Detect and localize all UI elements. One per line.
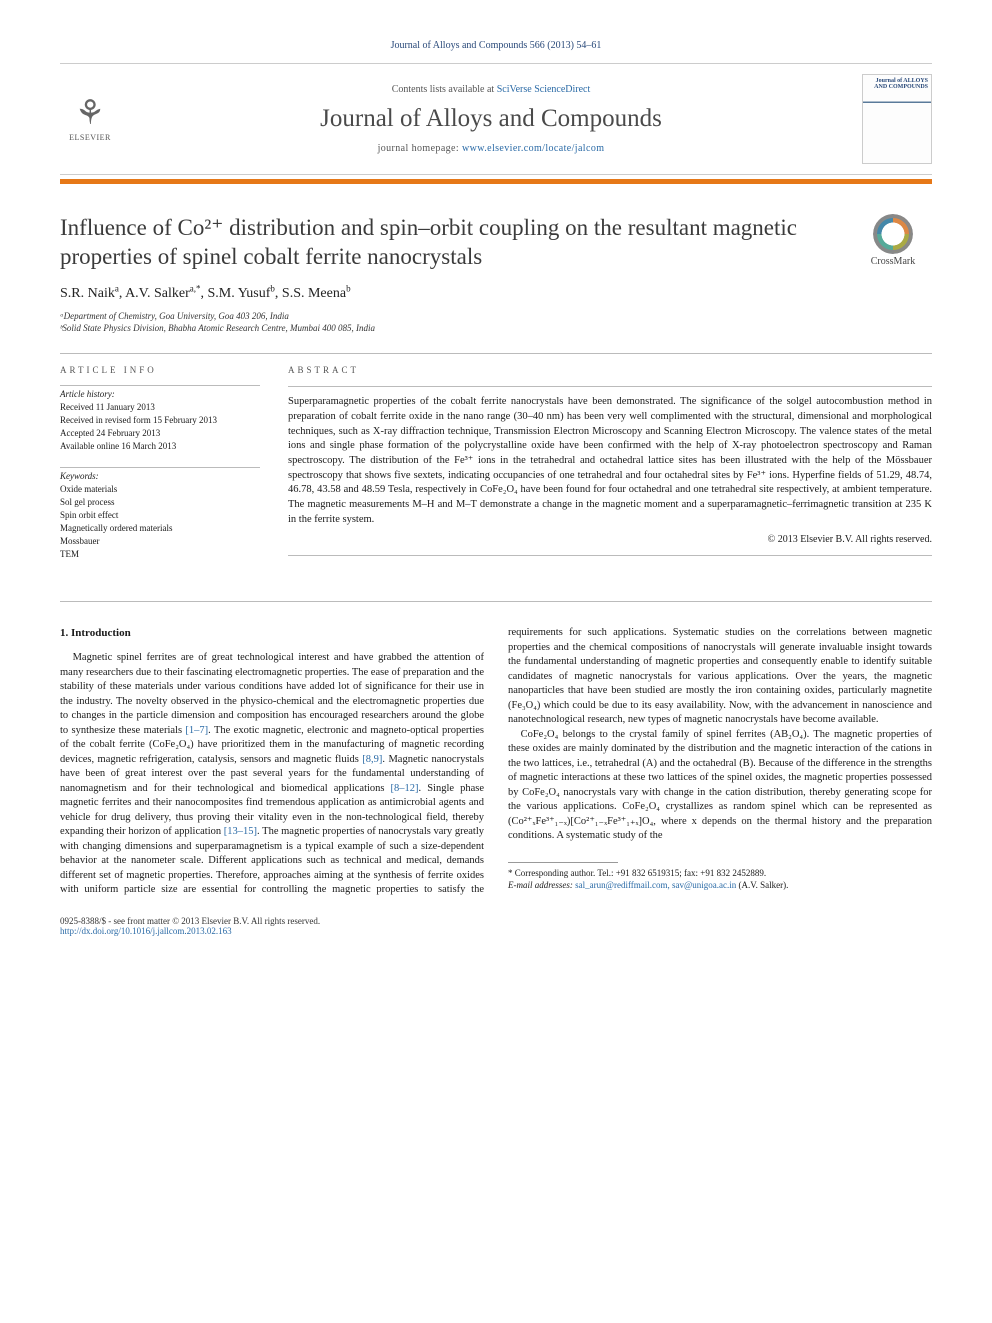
- footnotes: * Corresponding author. Tel.: +91 832 65…: [508, 867, 932, 891]
- keyword: Oxide materials: [60, 483, 260, 496]
- orange-divider: [60, 179, 932, 184]
- contents-line: Contents lists available at SciVerse Sci…: [134, 84, 848, 95]
- body-columns: 1. Introduction Magnetic spinel ferrites…: [60, 626, 932, 897]
- email-label: E-mail addresses:: [508, 880, 573, 890]
- abstract-header: abstract: [288, 364, 932, 377]
- journal-cover-thumb: Journal of ALLOYS AND COMPOUNDS: [862, 74, 932, 164]
- abstract-text: Superparamagnetic properties of the coba…: [288, 395, 932, 527]
- elsevier-tree-icon: ⚘: [75, 97, 105, 131]
- footer-front-matter: 0925-8388/$ - see front matter © 2013 El…: [60, 916, 932, 926]
- divider: [60, 385, 260, 386]
- keyword: TEM: [60, 548, 260, 561]
- keyword: Sol gel process: [60, 496, 260, 509]
- banner-center: Contents lists available at SciVerse Sci…: [134, 84, 848, 154]
- intro-p2: CoFe₂O₄ belongs to the crystal family of…: [508, 728, 932, 844]
- affiliation-a: ᵃDepartment of Chemistry, Goa University…: [60, 310, 932, 323]
- divider: [60, 353, 932, 354]
- crossmark-badge[interactable]: CrossMark: [854, 214, 932, 267]
- crossmark-icon: [873, 214, 913, 254]
- divider: [288, 555, 932, 556]
- cover-thumb-label: Journal of ALLOYS AND COMPOUNDS: [866, 78, 928, 90]
- divider: [60, 601, 932, 602]
- keyword: Mossbauer: [60, 535, 260, 548]
- history-revised: Received in revised form 15 February 201…: [60, 414, 260, 427]
- abstract-copyright: © 2013 Elsevier B.V. All rights reserved…: [288, 533, 932, 547]
- journal-name: Journal of Alloys and Compounds: [134, 105, 848, 133]
- homepage-prefix: journal homepage:: [378, 143, 462, 154]
- history-label: Article history:: [60, 388, 260, 401]
- email-tail: (A.V. Salker).: [736, 880, 788, 890]
- email-link[interactable]: sal_arun@rediffmail.com, sav@unigoa.ac.i…: [575, 880, 736, 890]
- history-online: Available online 16 March 2013: [60, 440, 260, 453]
- section-1-heading: 1. Introduction: [60, 626, 484, 641]
- divider: [288, 386, 932, 387]
- homepage-line: journal homepage: www.elsevier.com/locat…: [134, 143, 848, 154]
- article-info: article info Article history: Received 1…: [60, 364, 260, 576]
- article-info-header: article info: [60, 364, 260, 377]
- email-line: E-mail addresses: sal_arun@rediffmail.co…: [508, 879, 932, 891]
- sciencedirect-link[interactable]: SciVerse ScienceDirect: [497, 84, 591, 95]
- journal-banner: ⚘ ELSEVIER Contents lists available at S…: [60, 63, 932, 175]
- keyword: Spin orbit effect: [60, 509, 260, 522]
- history-accepted: Accepted 24 February 2013: [60, 427, 260, 440]
- abstract: abstract Superparamagnetic properties of…: [288, 364, 932, 576]
- divider: [60, 467, 260, 468]
- doi-link[interactable]: http://dx.doi.org/10.1016/j.jallcom.2013…: [60, 926, 232, 936]
- keyword: Magnetically ordered materials: [60, 522, 260, 535]
- ref-link[interactable]: [8–12]: [391, 783, 419, 794]
- footnote-separator: [508, 862, 618, 863]
- contents-prefix: Contents lists available at: [392, 84, 497, 95]
- ref-link[interactable]: [13–15]: [224, 826, 257, 837]
- elsevier-label: ELSEVIER: [69, 133, 111, 142]
- footer: 0925-8388/$ - see front matter © 2013 El…: [60, 916, 932, 936]
- crossmark-label: CrossMark: [871, 256, 915, 267]
- ref-link[interactable]: [8,9]: [362, 754, 382, 765]
- affiliations: ᵃDepartment of Chemistry, Goa University…: [60, 310, 932, 335]
- article-title: Influence of Co²⁺ distribution and spin–…: [60, 214, 838, 272]
- ref-link[interactable]: [1–7]: [185, 725, 208, 736]
- homepage-link[interactable]: www.elsevier.com/locate/jalcom: [462, 143, 604, 154]
- history-received: Received 11 January 2013: [60, 401, 260, 414]
- corresponding-author: * Corresponding author. Tel.: +91 832 65…: [508, 867, 932, 879]
- authors-line: S.R. Naika, A.V. Salkera,*, S.M. Yusufb,…: [60, 286, 932, 302]
- affiliation-b: ᵇSolid State Physics Division, Bhabha At…: [60, 322, 932, 335]
- keywords-label: Keywords:: [60, 470, 260, 483]
- elsevier-logo: ⚘ ELSEVIER: [60, 84, 120, 154]
- header-citation: Journal of Alloys and Compounds 566 (201…: [60, 40, 932, 51]
